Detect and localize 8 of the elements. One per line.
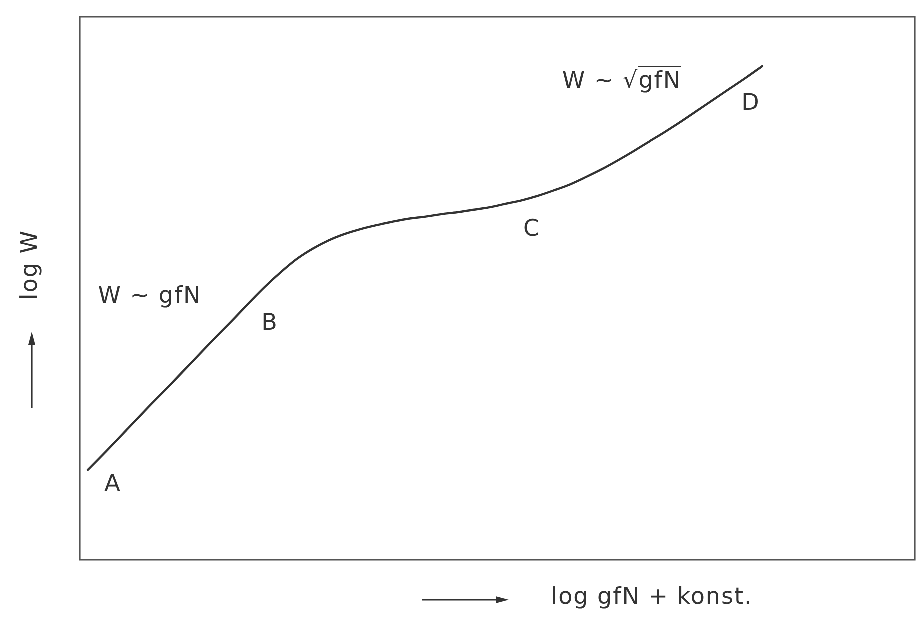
annotation: D bbox=[742, 90, 760, 118]
x-axis-title: log gfN + konst. bbox=[551, 584, 753, 612]
y-axis-title: log W bbox=[17, 230, 44, 300]
annotation: W ~ √gfN bbox=[562, 67, 682, 96]
annotation: W ~ gfN bbox=[98, 283, 202, 311]
annotation: A bbox=[104, 471, 122, 499]
annotation: C bbox=[523, 216, 541, 244]
annotation: B bbox=[262, 310, 278, 338]
